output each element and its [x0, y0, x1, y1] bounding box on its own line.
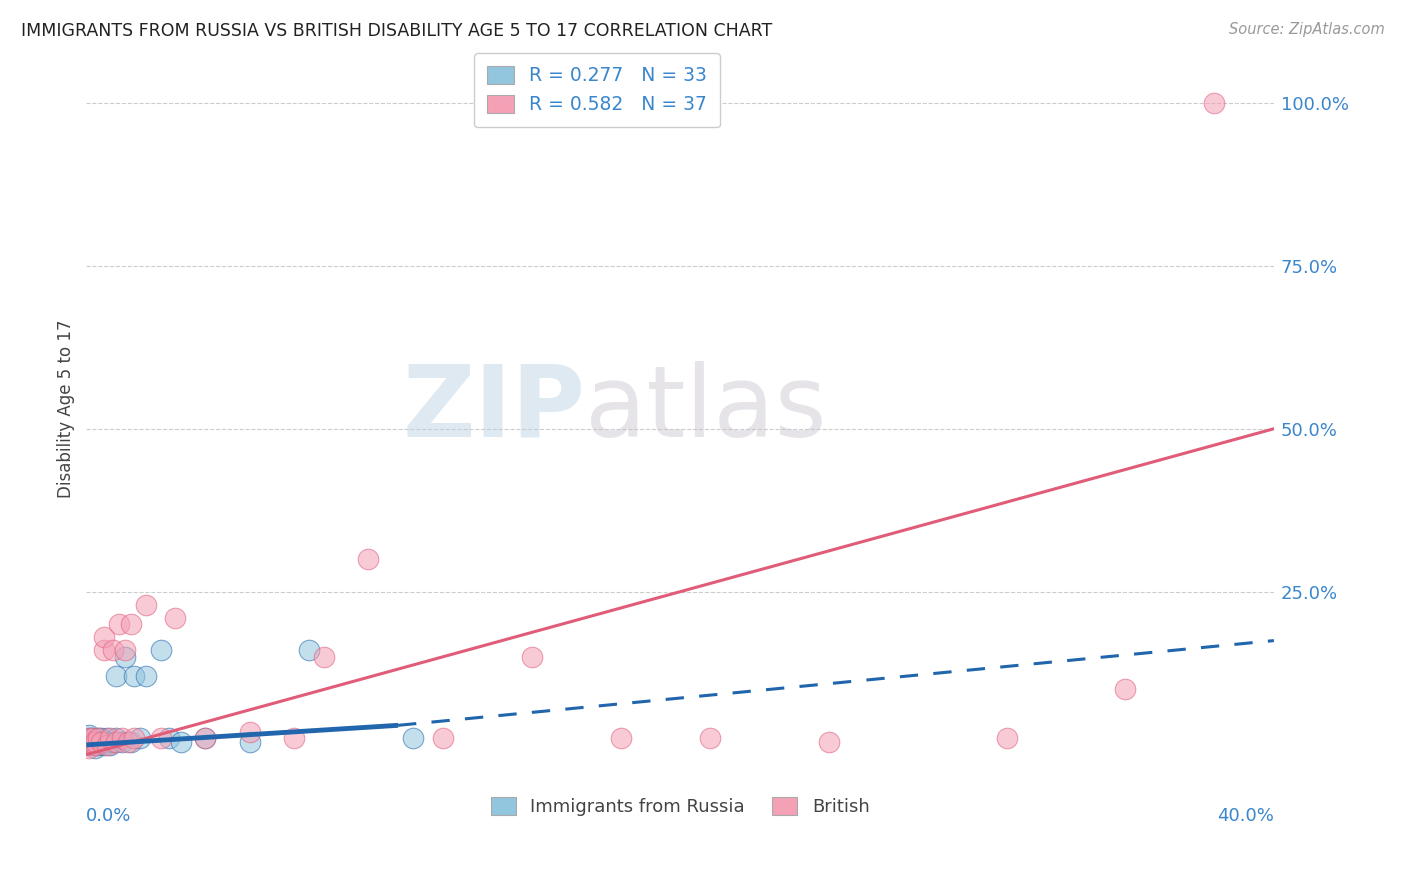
Point: [114, 649, 136, 664]
Point: [1204, 95, 1226, 110]
Point: [87, 731, 110, 746]
Point: [93, 643, 115, 657]
Point: [82, 731, 104, 746]
Point: [82, 734, 104, 748]
Point: [84, 734, 107, 748]
Point: [93, 631, 115, 645]
Point: [101, 643, 124, 657]
Point: [194, 731, 217, 746]
Point: [194, 731, 217, 746]
Point: [120, 617, 142, 632]
Point: [93, 738, 115, 752]
Point: [128, 731, 150, 746]
Y-axis label: Disability Age 5 to 17: Disability Age 5 to 17: [58, 320, 75, 499]
Point: [157, 731, 180, 746]
Text: atlas: atlas: [585, 360, 827, 458]
Point: [108, 617, 131, 632]
Legend: Immigrants from Russia, British: Immigrants from Russia, British: [484, 790, 877, 823]
Point: [699, 731, 721, 746]
Point: [82, 738, 104, 752]
Point: [357, 552, 380, 566]
Point: [90, 734, 112, 748]
Point: [120, 734, 142, 748]
Point: [96, 731, 118, 746]
Point: [87, 731, 110, 746]
Point: [77, 741, 100, 756]
Point: [111, 731, 134, 746]
Point: [135, 669, 157, 683]
Point: [111, 734, 134, 748]
Text: Source: ZipAtlas.com: Source: ZipAtlas.com: [1229, 22, 1385, 37]
Point: [104, 734, 127, 748]
Point: [817, 734, 839, 748]
Point: [96, 734, 118, 748]
Point: [77, 728, 100, 742]
Point: [90, 734, 112, 748]
Point: [135, 598, 157, 612]
Point: [122, 669, 145, 683]
Point: [98, 731, 121, 746]
Text: IMMIGRANTS FROM RUSSIA VS BRITISH DISABILITY AGE 5 TO 17 CORRELATION CHART: IMMIGRANTS FROM RUSSIA VS BRITISH DISABI…: [21, 22, 772, 40]
Point: [77, 734, 100, 748]
Point: [93, 734, 115, 748]
Point: [87, 738, 110, 752]
Point: [90, 731, 112, 746]
Point: [98, 738, 121, 752]
Point: [84, 741, 107, 756]
Text: ZIP: ZIP: [402, 360, 585, 458]
Point: [283, 731, 305, 746]
Point: [239, 724, 262, 739]
Point: [298, 643, 321, 657]
Text: 0.0%: 0.0%: [86, 807, 132, 825]
Point: [149, 643, 172, 657]
Point: [104, 731, 127, 746]
Point: [170, 734, 193, 748]
Point: [995, 731, 1018, 746]
Point: [122, 731, 145, 746]
Point: [402, 731, 425, 746]
Point: [104, 669, 127, 683]
Point: [84, 738, 107, 752]
Point: [82, 734, 104, 748]
Point: [77, 734, 100, 748]
Point: [114, 643, 136, 657]
Point: [77, 731, 100, 746]
Text: 40.0%: 40.0%: [1218, 807, 1274, 825]
Point: [312, 649, 335, 664]
Point: [117, 734, 139, 748]
Point: [609, 731, 631, 746]
Point: [432, 731, 454, 746]
Point: [239, 734, 262, 748]
Point: [520, 649, 543, 664]
Point: [77, 731, 100, 746]
Point: [165, 611, 187, 625]
Point: [84, 734, 107, 748]
Point: [101, 734, 124, 748]
Point: [1114, 682, 1136, 697]
Point: [96, 738, 118, 752]
Point: [82, 731, 104, 746]
Point: [149, 731, 172, 746]
